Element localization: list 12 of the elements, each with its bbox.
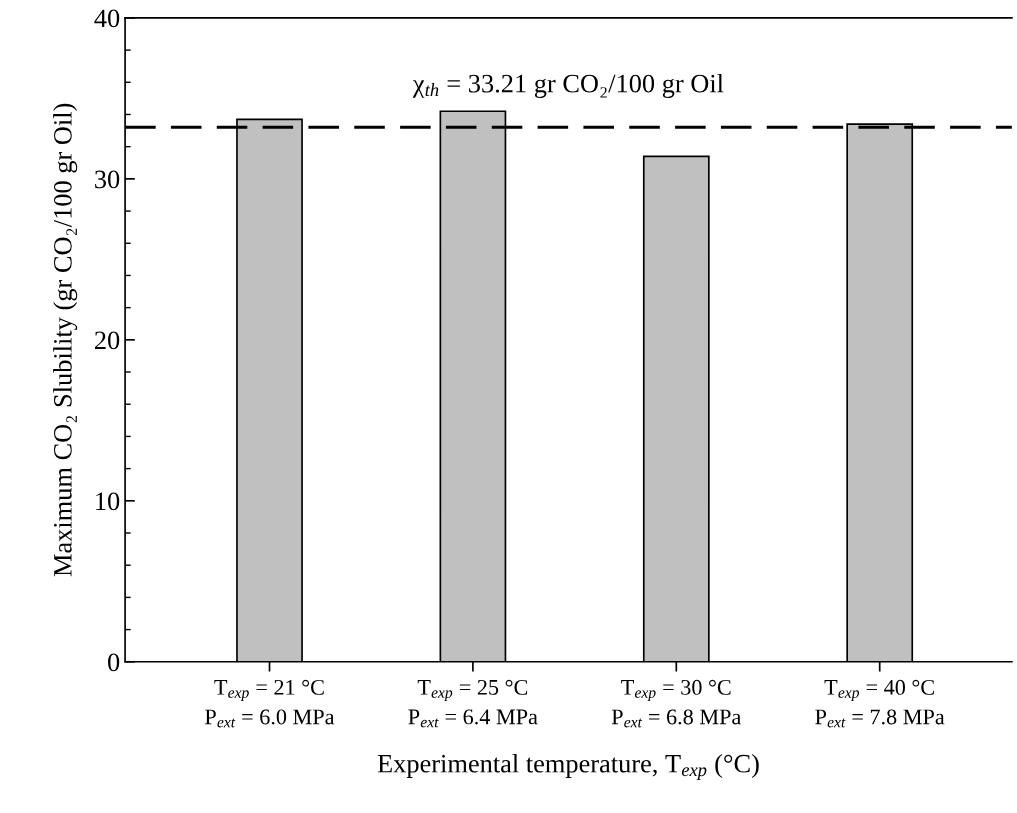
y-tick-label: 10 (96, 492, 120, 511)
y-tick-label: 40 (94, 9, 120, 28)
category-label: T$_{exp}$ = 25 °C P$_{ext}$ = 6.4 MPa (408, 679, 538, 728)
y-tick-label: 0 (108, 653, 120, 672)
y-tick-label: 20 (95, 331, 120, 350)
ref-line-label: χ$_{th}$ = 33.21 gr CO₂/100 gr Oil (412, 73, 724, 98)
y-tick-label: 30 (95, 170, 120, 189)
x-axis-title: Experimental temperature, T$_{exp}$ (°C) (377, 754, 759, 780)
category-label: T$_{exp}$ = 40 °C P$_{ext}$ = 7.8 MPa (815, 679, 945, 728)
category-label: T$_{exp}$ = 21 °C P$_{ext}$ = 6.0 MPa (205, 679, 335, 728)
y-axis-title: Maximum CO₂ Slubility (gr CO₂/100 gr Oil) (53, 103, 78, 577)
category-label: T$_{exp}$ = 30 °C P$_{ext}$ = 6.8 MPa (611, 679, 742, 728)
